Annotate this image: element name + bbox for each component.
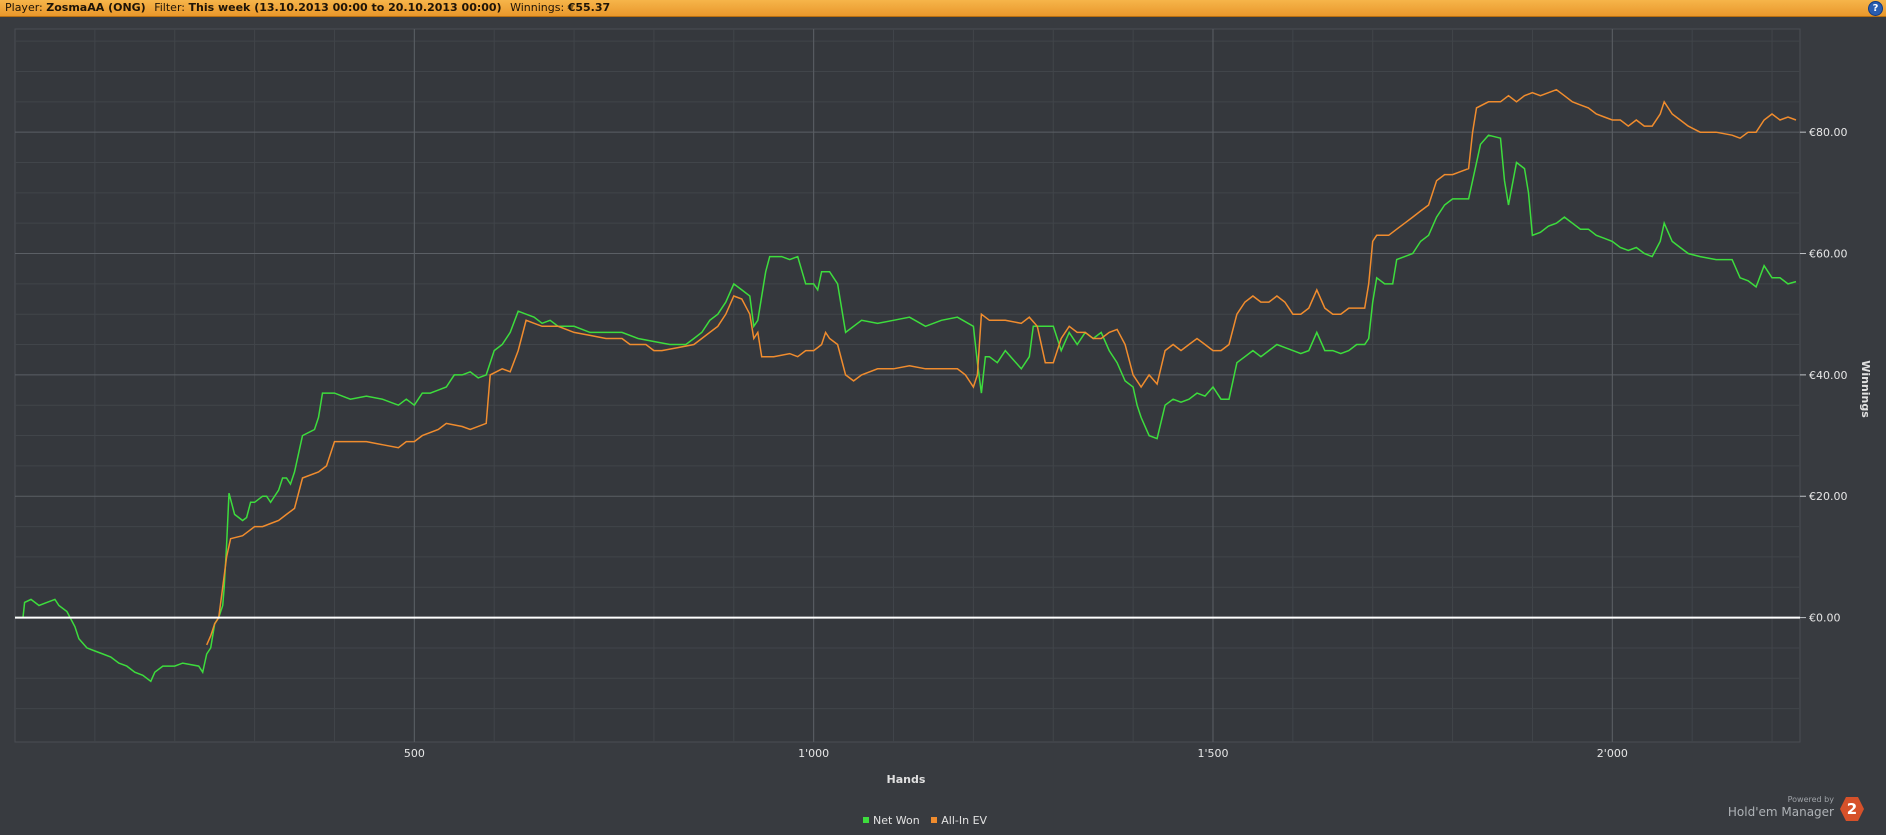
legend-label-all-in-ev: All-In EV <box>941 814 988 827</box>
y-tick-label: €60.00 <box>1809 248 1848 261</box>
series-layer <box>15 88 1797 683</box>
legend-swatch-all-in-ev <box>931 817 938 823</box>
winnings-value: €55.37 <box>567 1 611 14</box>
minor-grid <box>15 29 1800 742</box>
product-name: Hold'em Manager <box>1727 805 1834 819</box>
legend: Net Won All-In EV <box>863 814 995 827</box>
legend-item-net-won[interactable]: Net Won <box>863 814 923 827</box>
powered-by-text: Powered by <box>1787 795 1834 804</box>
legend-label-net-won: Net Won <box>873 814 920 827</box>
x-tick-label: 1'500 <box>1197 747 1228 760</box>
y-tick-label: €80.00 <box>1809 126 1848 139</box>
x-tick-label: 1'000 <box>798 747 829 760</box>
filter-value: This week (13.10.2013 00:00 to 20.10.201… <box>188 1 502 14</box>
plot-area <box>14 28 1801 743</box>
winnings-label: Winnings: <box>510 1 565 14</box>
header-bar: Player: ZosmaAA (ONG) Filter: This week … <box>0 0 1886 17</box>
all-in-ev-line <box>206 88 1797 646</box>
x-axis-ticks: 500 1'000 1'500 2'000 <box>404 747 1628 760</box>
y-tick-label: €40.00 <box>1809 369 1848 382</box>
help-icon[interactable]: ? <box>1868 1 1883 16</box>
filter-label: Filter: <box>154 1 185 14</box>
x-tick-label: 2'000 <box>1597 747 1628 760</box>
x-axis-label: Hands <box>887 773 926 786</box>
y-tick-label: €20.00 <box>1809 490 1848 503</box>
y-axis-ticks: €0.00 €20.00 €40.00 €60.00 €80.00 <box>1800 126 1848 625</box>
player-label: Player: <box>5 1 43 14</box>
y-axis-label: Winnings <box>1859 360 1872 418</box>
y-tick-label: €0.00 <box>1809 612 1841 625</box>
legend-swatch-net-won <box>863 817 869 823</box>
player-value: ZosmaAA (ONG) <box>46 1 146 14</box>
branding: Powered by Hold'em Manager 2 <box>1728 795 1872 825</box>
major-grid <box>15 29 1800 742</box>
legend-item-all-in-ev[interactable]: All-In EV <box>931 814 987 827</box>
winnings-graph: €0.00 €20.00 €40.00 €60.00 €80.00 500 1'000 1'… <box>14 28 1872 786</box>
hm2-logo-icon: 2 <box>1840 797 1864 821</box>
net-won-line <box>15 134 1797 683</box>
x-tick-label: 500 <box>404 747 425 760</box>
